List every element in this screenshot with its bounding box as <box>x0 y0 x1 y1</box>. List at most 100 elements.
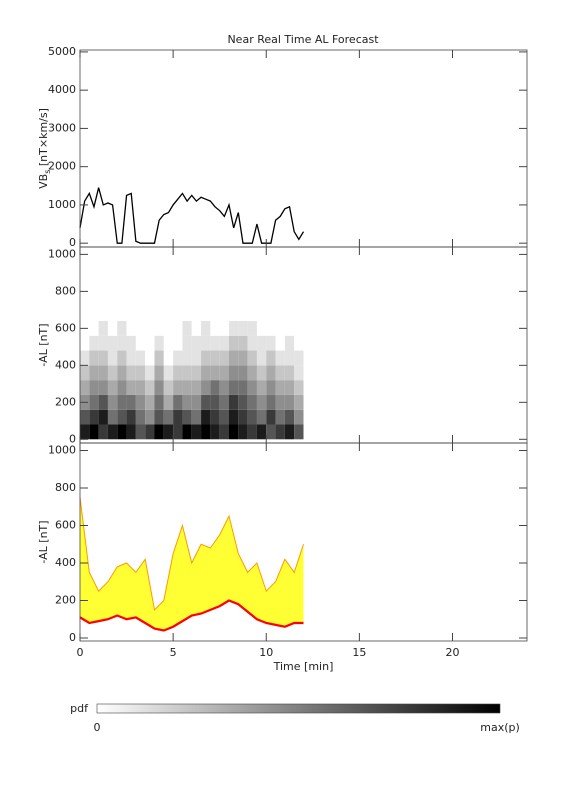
heat-cell <box>135 380 146 395</box>
heat-cell <box>229 380 239 395</box>
panel-frame <box>79 442 528 642</box>
heat-cell <box>256 409 267 425</box>
heat-cell <box>98 350 108 366</box>
y-tick-label: 2000 <box>48 160 76 173</box>
heat-cell <box>201 365 211 381</box>
heat-cell <box>145 350 155 366</box>
heat-cell <box>89 350 99 366</box>
heat-cell <box>210 320 220 336</box>
y-axis-label-main: -AL [nT] <box>37 520 50 563</box>
colorbar-min: 0 <box>94 721 101 734</box>
heat-cell <box>247 394 257 410</box>
heat-cell <box>238 350 248 366</box>
heat-cell <box>135 394 146 410</box>
heat-cell <box>238 394 248 410</box>
heat-cell <box>247 350 257 366</box>
heat-cell <box>135 320 146 336</box>
heat-cell <box>294 394 304 410</box>
x-tick-label: 5 <box>170 646 177 659</box>
heat-cell <box>98 335 108 351</box>
heat-cell <box>256 365 267 381</box>
y-axis-label-main: -AL [nT] <box>37 323 50 366</box>
heat-cell <box>238 365 248 381</box>
heat-cell <box>256 350 267 366</box>
heat-cell <box>256 335 267 351</box>
heat-cell <box>191 350 202 366</box>
heat-cell <box>256 380 267 395</box>
heat-cell <box>201 380 211 395</box>
heat-cell <box>266 409 276 425</box>
heat-cell <box>117 409 127 425</box>
heat-cell <box>126 394 136 410</box>
y-tick-label: 3000 <box>48 121 76 134</box>
heat-cell <box>117 365 127 381</box>
band-edge <box>79 497 304 611</box>
heat-cell <box>135 424 146 440</box>
heat-cell <box>117 380 127 395</box>
heat-cell <box>107 394 118 410</box>
heat-cell <box>210 350 220 366</box>
y-tick-label: 200 <box>55 594 76 607</box>
heat-cell <box>126 424 136 440</box>
x-tick-label: 0 <box>77 646 84 659</box>
median-line <box>79 599 304 632</box>
heat-cell <box>145 365 155 381</box>
heat-cell <box>173 320 183 336</box>
y-tick-label: 800 <box>55 284 76 297</box>
heat-cell <box>294 424 304 440</box>
heat-cell <box>210 409 220 425</box>
heat-cell <box>145 320 155 336</box>
heat-cell <box>247 380 257 395</box>
heat-cell <box>89 320 99 336</box>
heat-cell <box>182 424 192 440</box>
y-tick-label: 600 <box>55 321 76 334</box>
heat-cell <box>154 394 164 410</box>
heat-cell <box>238 320 248 336</box>
heat-cell <box>163 320 174 336</box>
heat-cell <box>229 335 239 351</box>
heat-cell <box>89 380 99 395</box>
heat-cell <box>145 394 155 410</box>
colorbar <box>96 703 501 714</box>
heat-cell <box>117 350 127 366</box>
heat-cell <box>80 350 90 366</box>
heat-cell <box>107 380 118 395</box>
heat-cell <box>294 409 304 425</box>
heat-cell <box>275 424 285 440</box>
heat-cell <box>126 320 136 336</box>
heat-cell <box>117 394 127 410</box>
heat-cell <box>80 380 90 395</box>
heat-cell <box>80 335 90 351</box>
heat-cell <box>247 424 257 440</box>
heat-cell <box>256 424 267 440</box>
heat-cell <box>154 409 164 425</box>
heat-cell <box>284 365 295 381</box>
heat-cell <box>89 394 99 410</box>
y-tick-label: 0 <box>69 432 76 445</box>
heat-cell <box>284 335 295 351</box>
y-tick-label: 800 <box>55 481 76 494</box>
heat-cell <box>229 350 239 366</box>
heat-cell <box>163 409 174 425</box>
heat-cell <box>229 320 239 336</box>
y-tick-label: 600 <box>55 519 76 532</box>
heat-cell <box>117 335 127 351</box>
y-tick-label: 1000 <box>48 444 76 457</box>
heat-cell <box>163 424 174 440</box>
heat-cell <box>154 380 164 395</box>
heat-cell <box>284 394 295 410</box>
heat-cell <box>107 320 118 336</box>
heat-cell <box>154 320 164 336</box>
heat-cell <box>173 424 183 440</box>
heat-cell <box>284 424 295 440</box>
heat-cell <box>80 409 90 425</box>
y-axis-label: VBs [nT×km/s] <box>37 108 52 189</box>
heat-cell <box>173 335 183 351</box>
heat-cell <box>219 320 229 336</box>
x-axis-label: Time [min] <box>273 660 334 673</box>
heat-cell <box>126 409 136 425</box>
heat-cell <box>275 409 285 425</box>
heat-cell <box>135 365 146 381</box>
heat-cell <box>210 380 220 395</box>
heat-cell <box>145 380 155 395</box>
